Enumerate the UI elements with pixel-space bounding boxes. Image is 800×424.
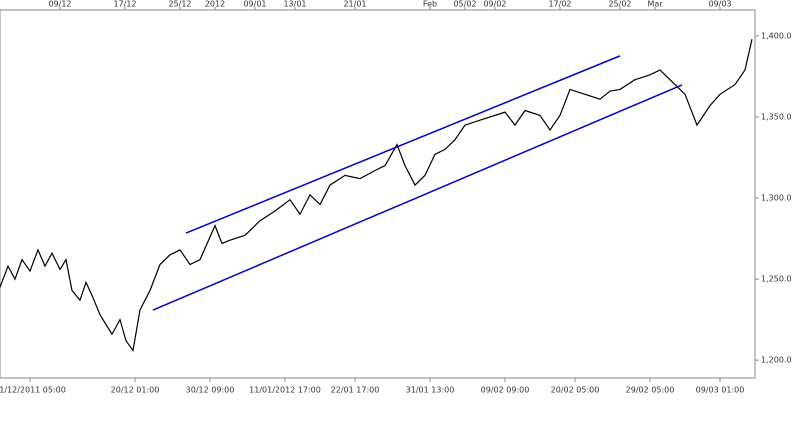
x2-tick-label: 09/01 <box>243 0 266 9</box>
y-tick-label: 1,250.0 <box>761 275 792 284</box>
x2-tick-label: 25/02 <box>608 0 631 9</box>
y-tick-label: 1,200.0 <box>761 356 792 365</box>
x-tick-label: 01/12/2011 05:00 <box>0 386 66 395</box>
x-tick-label: 11/01/2012 17:00 <box>249 386 321 395</box>
x2-tick-label: 17/12 <box>113 0 136 9</box>
x2-tick-label: 21/01 <box>343 0 366 9</box>
x2-tick-label: 2012 <box>205 0 225 9</box>
x2-tick-label: 09/03 <box>708 0 731 9</box>
x2-tick-label: 05/02 <box>453 0 476 9</box>
plot-frame <box>0 9 756 379</box>
x2-tick-label: Mar <box>647 0 663 9</box>
x2-tick-label: 13/01 <box>283 0 306 9</box>
trend-line <box>185 55 621 234</box>
x-tick-label: 20/12 01:00 <box>111 386 160 395</box>
trend-line <box>152 84 683 311</box>
y-tick-label: 1,400.0 <box>761 31 792 40</box>
x-tick-label: 20/02 05:00 <box>551 386 600 395</box>
x2-tick-label: Feb <box>423 0 437 9</box>
x-tick-label: 30/12 09:00 <box>186 386 235 395</box>
x2-tick-label: 25/12 <box>168 0 191 9</box>
x-tick-label: 09/02 09:00 <box>481 386 530 395</box>
x2-tick-label: 09/02 <box>483 0 506 9</box>
x2-tick-label: 09/12 <box>48 0 71 9</box>
x-tick-label: 22/01 17:00 <box>331 386 380 395</box>
x-tick-label: 09/03 01:00 <box>696 386 745 395</box>
y-tick-label: 1,350.0 <box>761 112 792 121</box>
x-tick-label: 29/02 05:00 <box>626 386 675 395</box>
x2-tick-label: 17/02 <box>548 0 571 9</box>
y-tick-label: 1,300.0 <box>761 194 792 203</box>
x-tick-label: 31/01 13:00 <box>406 386 455 395</box>
price-line <box>0 39 753 352</box>
